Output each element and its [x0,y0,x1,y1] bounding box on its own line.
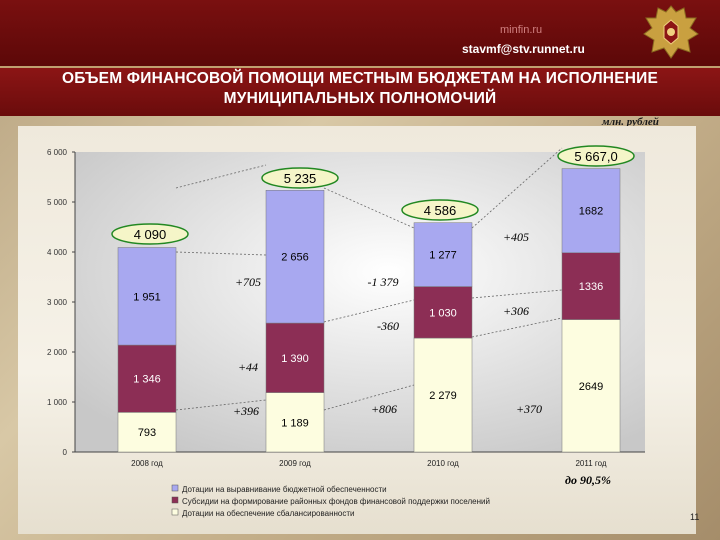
site-link[interactable]: minfin.ru [500,24,543,36]
bar-segment [413,222,473,287]
page-number: 11 [690,512,700,522]
email-address: stavmf@stv.runnet.ru [462,42,585,56]
change-annotation: +396 [233,404,259,418]
change-connector [471,147,563,229]
legend-swatch [171,484,179,492]
change-connector [175,251,267,256]
bar-value-label: 793 [138,427,156,439]
legend-label: Дотации на обеспечение сбалансированност… [182,509,355,518]
bar-value-label: 1 277 [429,250,457,262]
bar-value-label: 2649 [579,381,603,393]
bar-value-label: 2 656 [281,252,309,264]
bar-value-label: 1 390 [281,353,309,365]
y-tick-label: 2 000 [47,348,68,357]
total-bubble [261,167,339,189]
growth-footnote: до 90,5% [565,473,611,487]
legend-label: Субсидии на формирование районных фондов… [182,497,490,506]
y-tick-label: 3 000 [47,298,68,307]
change-annotation: -360 [377,319,399,333]
x-tick-label: 2009 год [279,459,311,468]
x-tick-label: 2008 год [131,459,163,468]
page-title-line2: МУНИЦИПАЛЬНЫХ ПОЛНОМОЧИЙ [223,90,497,107]
x-tick-label: 2011 год [575,459,606,468]
change-connector [471,289,563,299]
title-bar [0,66,720,116]
bar-segment [117,412,177,453]
bar-value-label: 1682 [579,206,603,218]
total-bubble [557,145,635,167]
change-connector [323,187,415,229]
bar-segment [561,319,621,453]
y-tick-label: 6 000 [47,148,68,157]
bar-value-label: 1 030 [429,307,457,319]
bar-segment [413,286,473,339]
total-bubble [111,223,189,245]
bar-segment [265,322,325,393]
total-label: 4 090 [134,227,167,242]
bar-segment [117,247,177,346]
change-annotation: +806 [371,402,397,416]
total-bubble [401,199,479,221]
legend-label: Дотации на выравнивание бюджетной обеспе… [182,485,387,494]
bar-value-label: 1 951 [133,291,161,303]
change-annotation: +306 [503,304,529,318]
bar-value-label: 1 189 [281,417,309,429]
change-connector [323,299,415,323]
bar-segment [265,190,325,324]
y-tick-label: 1 000 [47,398,68,407]
y-tick-label: 0 [63,448,68,457]
x-tick-label: 2010 год [427,459,459,468]
legend-swatch [171,508,179,516]
change-annotation: +405 [503,230,529,244]
total-label: 5 667,0 [574,149,617,164]
change-annotation: +370 [516,402,542,416]
change-connector [471,317,563,338]
bar-segment [265,392,325,453]
legend-swatch [171,496,179,504]
units-label: млн. рублей [602,116,659,128]
change-annotation: -1 379 [368,275,399,289]
change-connector [175,399,267,411]
change-annotation: +44 [238,360,258,374]
total-label: 4 586 [424,203,457,218]
bar-value-label: 1336 [579,281,603,293]
y-tick-label: 4 000 [47,248,68,257]
bar-value-label: 1 346 [133,374,161,386]
bar-segment [413,337,473,453]
bar-value-label: 2 279 [429,390,457,402]
bar-segment [561,168,621,253]
change-connector [323,384,415,411]
change-annotation: +705 [235,275,261,289]
change-connector [175,164,267,189]
total-label: 5 235 [284,171,317,186]
page-title-line1: ОБЪЕМ ФИНАНСОВОЙ ПОМОЩИ МЕСТНЫМ БЮДЖЕТАМ… [61,70,659,87]
header-bar [0,0,720,66]
coat-of-arms-icon [643,5,699,59]
bar-segment [561,252,621,320]
y-tick-label: 5 000 [47,198,68,207]
